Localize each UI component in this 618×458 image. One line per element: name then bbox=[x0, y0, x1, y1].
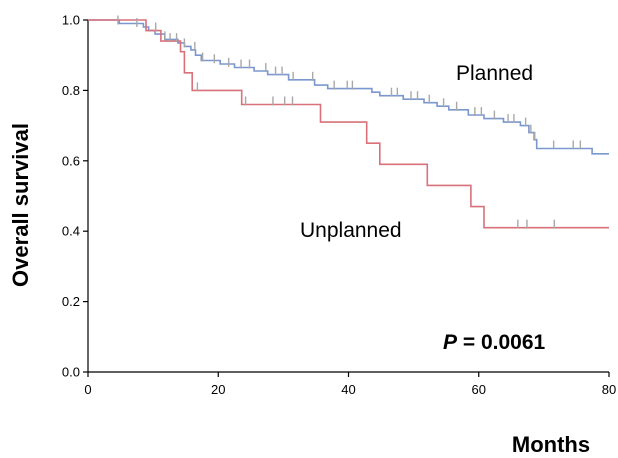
y-tick-label: 0.2 bbox=[62, 294, 80, 309]
p-value-annotation: P = 0.0061 bbox=[443, 331, 545, 354]
x-tick-label: 80 bbox=[602, 382, 616, 397]
y-tick-label: 0.6 bbox=[62, 153, 80, 168]
x-tick-label: 20 bbox=[211, 382, 225, 397]
p-value-symbol: P bbox=[443, 331, 458, 354]
x-tick-label: 40 bbox=[341, 382, 355, 397]
x-ticks: 0 20 40 60 80 bbox=[84, 372, 616, 397]
y-axis-title: Overall survival bbox=[8, 123, 33, 287]
survival-curve-planned bbox=[88, 19, 609, 155]
p-value-text: = 0.0061 bbox=[457, 331, 545, 354]
x-tick-label: 60 bbox=[472, 382, 486, 397]
y-ticks: 0.0 0.2 0.4 0.6 0.8 1.0 bbox=[62, 13, 88, 380]
survival-curve-unplanned bbox=[88, 19, 609, 229]
y-tick-label: 0.8 bbox=[62, 83, 80, 98]
x-axis-title: Months bbox=[512, 432, 590, 457]
y-tick-label: 1.0 bbox=[62, 13, 80, 28]
x-tick-label: 0 bbox=[84, 382, 91, 397]
series-label-planned: Planned bbox=[456, 62, 533, 85]
series-label-unplanned: Unplanned bbox=[300, 219, 402, 242]
axes: 0.0 0.2 0.4 0.6 0.8 1.0 0 20 40 60 80 bbox=[62, 13, 616, 398]
y-tick-label: 0.4 bbox=[62, 224, 80, 239]
y-tick-label: 0.0 bbox=[62, 365, 80, 380]
plot-series bbox=[88, 15, 609, 229]
